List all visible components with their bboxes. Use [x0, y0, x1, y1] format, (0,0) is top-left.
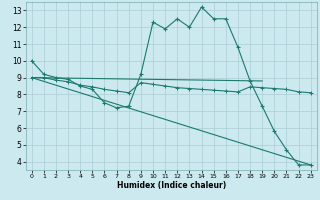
X-axis label: Humidex (Indice chaleur): Humidex (Indice chaleur)	[116, 181, 226, 190]
